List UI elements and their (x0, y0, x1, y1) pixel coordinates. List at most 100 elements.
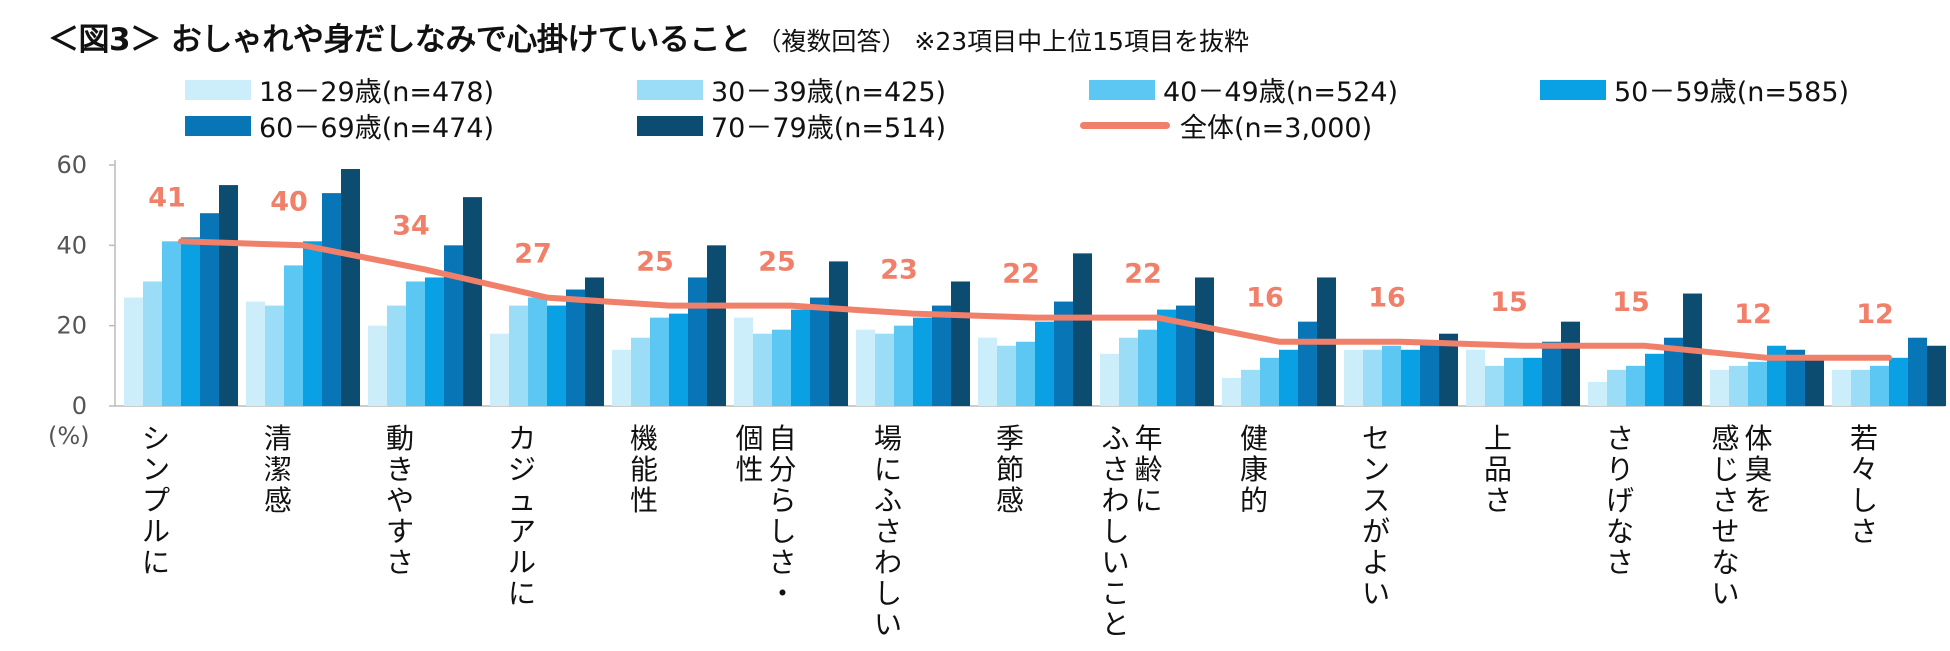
bar (829, 261, 848, 406)
legend-item-total: 全体(n=3,000) (1080, 106, 1372, 145)
y-tick-label: 20 (56, 312, 87, 340)
bar (1851, 369, 1870, 406)
category-label-char: 若 (1850, 422, 1878, 455)
bar (631, 337, 650, 406)
title-main: ＜図3＞ おしゃれや身だしなみで心掛けていること (48, 22, 751, 58)
total-data-label: 25 (758, 247, 796, 278)
category-label-char: 能 (630, 453, 658, 486)
bar (1344, 349, 1363, 406)
bar (650, 317, 669, 406)
bar (894, 325, 913, 406)
bar (978, 337, 997, 406)
total-data-label: 15 (1612, 287, 1650, 318)
bar (688, 277, 707, 406)
category-label-char: ン (142, 453, 170, 486)
category-label-char: 臭 (1744, 453, 1772, 486)
bar (1542, 341, 1561, 406)
bar (1729, 365, 1748, 406)
category-label-char: プ (142, 484, 170, 517)
category-label-char: ふ (1101, 422, 1129, 455)
category-label-char: ・ (768, 577, 796, 610)
total-data-label: 12 (1734, 299, 1772, 330)
bar (1119, 337, 1138, 406)
y-tick-label: 60 (56, 151, 87, 179)
bar (425, 277, 444, 406)
bar (612, 349, 631, 406)
category-label-char: に (142, 546, 170, 579)
bar (1523, 357, 1542, 406)
category-label-char: さ (386, 546, 414, 579)
legend-label-50-59: 50－59歳(n=585) (1614, 77, 1850, 108)
category-label-char: 体 (1744, 422, 1772, 455)
category-label-char: 場 (874, 422, 902, 455)
category-label-char: ル (508, 546, 536, 579)
category-label-char: ン (1362, 453, 1390, 486)
category-label-char: よ (1362, 546, 1390, 579)
bar (1054, 301, 1073, 406)
bar (585, 277, 604, 406)
category-label-char: い (1711, 577, 1739, 610)
category-label-char: 齢 (1134, 453, 1162, 486)
bar (707, 245, 726, 406)
bar (772, 329, 791, 406)
bar (1588, 381, 1607, 406)
bar (1195, 277, 1214, 406)
bar (1016, 341, 1035, 406)
category-label-char: さ (1484, 484, 1512, 517)
category-label-char: 感 (264, 484, 292, 517)
bar (753, 333, 772, 406)
legend-label-18-29: 18－29歳(n=478) (259, 77, 495, 108)
category-label-char: ア (508, 515, 536, 548)
legend-item-70-79: 70－79歳(n=514) (637, 106, 946, 145)
bar (444, 245, 463, 406)
bar (1645, 353, 1664, 406)
bar (1664, 337, 1683, 406)
total-line (178, 238, 1892, 361)
total-data-label: 23 (880, 255, 918, 286)
bar (669, 313, 688, 406)
bar (1138, 329, 1157, 406)
total-data-label: 25 (636, 247, 674, 278)
legend-line-total (1080, 122, 1170, 129)
category-label-char: ル (142, 515, 170, 548)
category-label-char: し (874, 577, 902, 610)
category-label-char: ス (1362, 484, 1390, 517)
category-label-char: が (1362, 515, 1390, 548)
category-label-char: せ (1711, 515, 1739, 548)
bar (463, 197, 482, 406)
category-label-char: 性 (630, 484, 658, 517)
category-label-char: わ (1101, 484, 1129, 517)
category-label-char: 品 (1484, 453, 1512, 486)
bar (791, 309, 810, 406)
bar (1504, 357, 1523, 406)
legend-item-60-69: 60－69歳(n=474) (185, 106, 494, 145)
category-label-char: 自 (768, 422, 796, 455)
bar (265, 305, 284, 406)
category-label-char: し (1101, 515, 1129, 548)
total-data-label: 15 (1490, 287, 1528, 318)
category-label-char: 季 (996, 422, 1024, 455)
category-label-char: ジ (508, 453, 536, 486)
legend-swatch-50-59 (1540, 79, 1606, 100)
category-label-char: 潔 (264, 453, 292, 486)
bar (368, 325, 387, 406)
bar (1805, 357, 1824, 406)
legend-swatch-40-49 (1089, 79, 1155, 100)
category-label-char: 健 (1240, 422, 1268, 455)
category-label-char: い (1362, 577, 1390, 610)
category-label-char: 年 (1134, 422, 1162, 455)
bar (1439, 333, 1458, 406)
bar (1420, 341, 1439, 406)
legend-item-40-49: 40－49歳(n=524) (1089, 70, 1398, 109)
bar (1485, 365, 1504, 406)
legend-label-total: 全体(n=3,000) (1180, 113, 1373, 144)
bar (1786, 349, 1805, 406)
bar (734, 317, 753, 406)
category-label-char: さ (874, 515, 902, 548)
category-label-char: わ (874, 546, 902, 579)
legend: 18－29歳(n=478) 30－39歳(n=425) 40－49歳(n=524… (185, 70, 1945, 150)
category-label-char: セ (1362, 422, 1390, 455)
bar (1767, 345, 1786, 406)
bar (1157, 309, 1176, 406)
bar (1363, 349, 1382, 406)
